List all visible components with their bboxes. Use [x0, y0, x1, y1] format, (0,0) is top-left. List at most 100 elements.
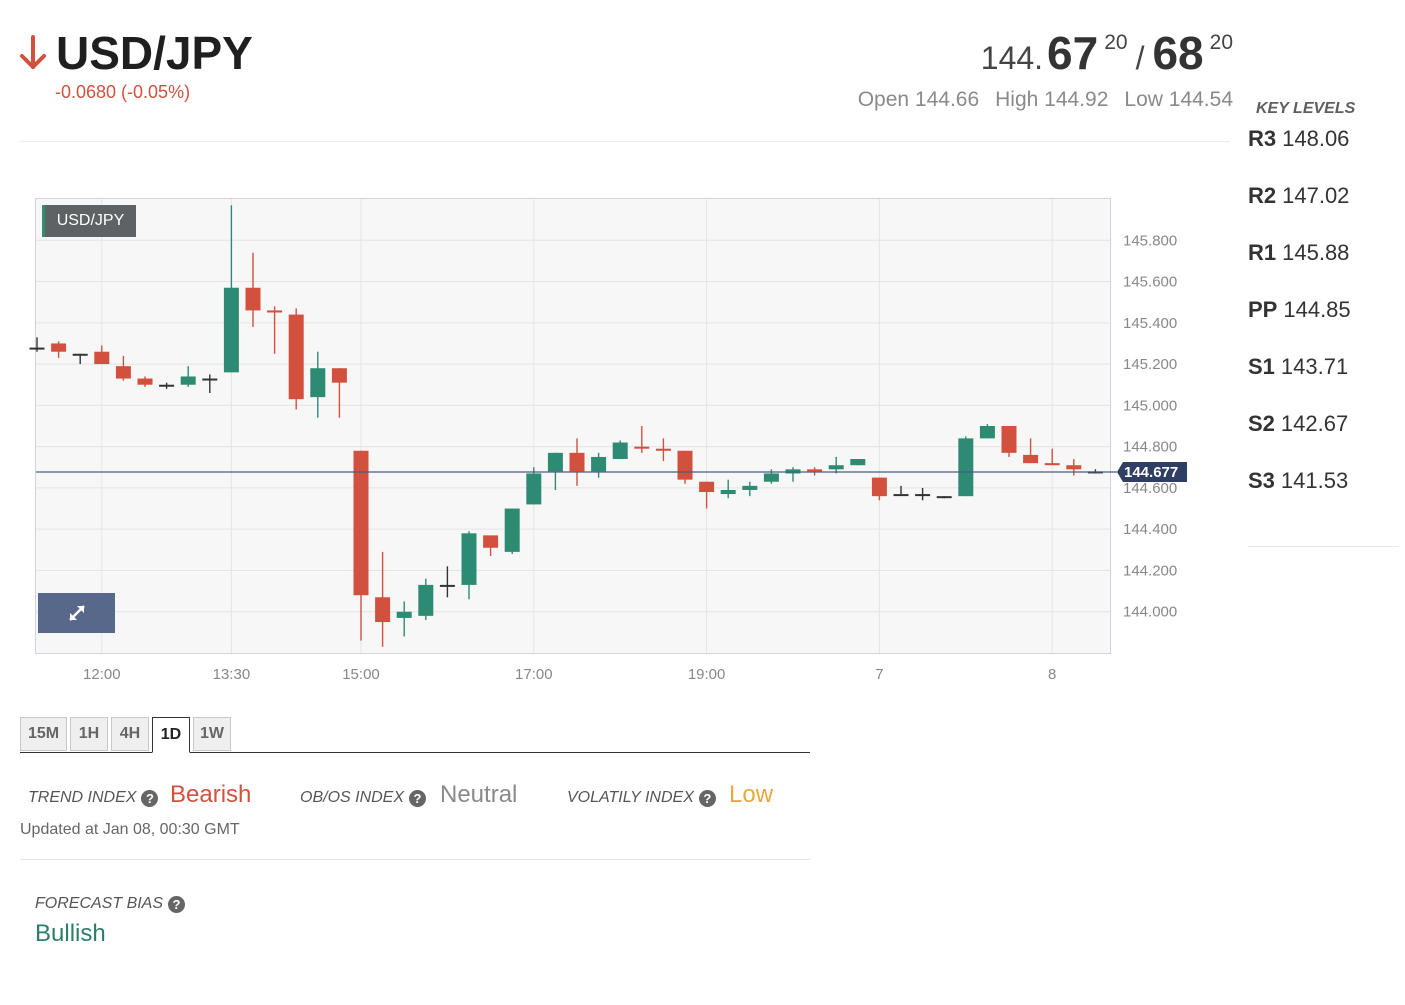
- candle-body: [396, 611, 412, 618]
- key-level-name: S2: [1248, 411, 1275, 436]
- question-circle-icon[interactable]: ?: [141, 789, 159, 807]
- obos-index-label-text: OB/OS INDEX: [300, 789, 405, 806]
- updated-timestamp: Updated at Jan 08, 00:30 GMT: [20, 821, 240, 838]
- x-tick-label: 19:00: [688, 666, 726, 683]
- candle-body: [1066, 465, 1082, 470]
- candle-body: [850, 459, 866, 466]
- y-tick-label: 144.200: [1123, 562, 1177, 579]
- key-level-name: S3: [1248, 468, 1275, 493]
- key-level-value: 145.88: [1282, 240, 1350, 265]
- candle-body: [223, 287, 239, 373]
- key-level-value: 148.06: [1282, 126, 1350, 151]
- current-price-tag: [1117, 462, 1187, 483]
- candle-body: [245, 287, 261, 311]
- key-level-pp: PP 144.85: [1248, 297, 1351, 323]
- bid-pipette: 20: [1104, 31, 1128, 54]
- timeframe-tab-1d[interactable]: 1D: [152, 717, 190, 753]
- arrow-down-icon: [20, 35, 46, 69]
- candle-body: [526, 473, 542, 505]
- candle-body: [72, 353, 88, 356]
- candle-body: [504, 508, 520, 552]
- x-tick-label: 13:30: [213, 666, 251, 683]
- header-divider: [20, 141, 1230, 142]
- timeframe-tab-4h[interactable]: 4H: [111, 717, 149, 751]
- candle-body: [29, 347, 45, 350]
- volatility-index-label: VOLATILY INDEX ?: [567, 789, 716, 807]
- x-tick-label: 8: [1048, 666, 1056, 683]
- candle-body: [94, 351, 110, 365]
- chart-panel[interactable]: [35, 198, 1111, 654]
- current-price-label: 144.677: [1124, 464, 1178, 481]
- key-level-r2: R2 147.02: [1248, 183, 1349, 209]
- candle-body: [936, 496, 952, 499]
- candle-body: [893, 494, 909, 497]
- y-tick-label: 144.800: [1123, 439, 1177, 456]
- candle-body: [569, 452, 585, 472]
- key-level-value: 144.85: [1283, 297, 1351, 322]
- y-tick-label: 144.600: [1123, 480, 1177, 497]
- expand-chart-button[interactable]: [38, 593, 115, 633]
- candle-body: [1044, 463, 1060, 466]
- key-level-name: R1: [1248, 240, 1277, 265]
- ohl-summary: Open 144.66 High 144.92 Low 144.54: [858, 88, 1233, 112]
- key-levels-title: KEY LEVELS: [1256, 100, 1356, 117]
- key-level-name: PP: [1248, 297, 1278, 322]
- candle-body: [180, 376, 196, 385]
- candle-body: [115, 366, 131, 379]
- obos-index-label: OB/OS INDEX ?: [300, 789, 427, 807]
- timeframe-tab-1w[interactable]: 1W: [193, 717, 231, 751]
- timeframe-tab-1h[interactable]: 1H: [70, 717, 108, 751]
- key-level-s3: S3 141.53: [1248, 468, 1348, 494]
- x-tick-label: 15:00: [342, 666, 380, 683]
- timeframe-tab-15m[interactable]: 15M: [20, 717, 67, 751]
- candle-body: [1023, 454, 1039, 464]
- candle-body: [137, 378, 153, 385]
- forecast-bias-label: FORECAST BIAS ?: [35, 895, 186, 913]
- candle-body: [159, 384, 175, 387]
- chart-symbol-label: USD/JPY: [42, 205, 136, 237]
- y-tick-label: 145.200: [1123, 356, 1177, 373]
- forecast-bias-label-text: FORECAST BIAS: [35, 895, 164, 912]
- candle-body: [202, 378, 218, 381]
- candlestick-chart[interactable]: 144.677145.800145.600145.400145.200145.0…: [0, 0, 1405, 700]
- key-level-value: 147.02: [1282, 183, 1350, 208]
- key-level-s1: S1 143.71: [1248, 354, 1348, 380]
- candle-body: [699, 481, 715, 493]
- question-circle-icon[interactable]: ?: [698, 789, 716, 807]
- open-value: Open 144.66: [857, 88, 980, 111]
- candle-body: [958, 438, 974, 497]
- price-change: -0.0680 (-0.05%): [55, 82, 191, 102]
- key-level-s2: S2 142.67: [1248, 411, 1348, 437]
- candle-body: [375, 597, 391, 623]
- candle-body: [331, 368, 347, 383]
- bid-prefix: 144.: [980, 40, 1044, 76]
- volatility-index-label-text: VOLATILY INDEX: [567, 789, 694, 806]
- pair-title: USD/JPY: [56, 27, 253, 79]
- candle-body: [785, 469, 801, 474]
- candle-body: [677, 450, 693, 480]
- question-circle-icon[interactable]: ?: [409, 789, 427, 807]
- y-tick-label: 145.600: [1123, 274, 1177, 291]
- candle-body: [742, 485, 758, 490]
- candle-body: [353, 450, 369, 596]
- key-levels-divider: [1248, 546, 1398, 547]
- ask-pipette: 20: [1209, 31, 1233, 54]
- candle-body: [979, 426, 995, 439]
- candle-body: [828, 465, 844, 470]
- bid-ask-quote: 144. 67 20 / 68 20: [981, 26, 1233, 80]
- candle-body: [267, 310, 283, 313]
- trend-index-label-text: TREND INDEX: [28, 789, 137, 806]
- candle-body: [915, 494, 931, 497]
- y-tick-label: 144.000: [1123, 604, 1177, 621]
- candle-body: [418, 584, 434, 616]
- candle-body: [871, 477, 887, 497]
- key-level-name: R2: [1248, 183, 1277, 208]
- candle-body: [807, 469, 823, 472]
- candle-body: [763, 473, 779, 482]
- candle-body: [461, 533, 477, 585]
- candle-body: [439, 584, 455, 587]
- candle-body: [547, 452, 563, 472]
- candle-body: [655, 448, 671, 451]
- timeframe-underline: [20, 752, 810, 753]
- question-circle-icon[interactable]: ?: [168, 895, 186, 913]
